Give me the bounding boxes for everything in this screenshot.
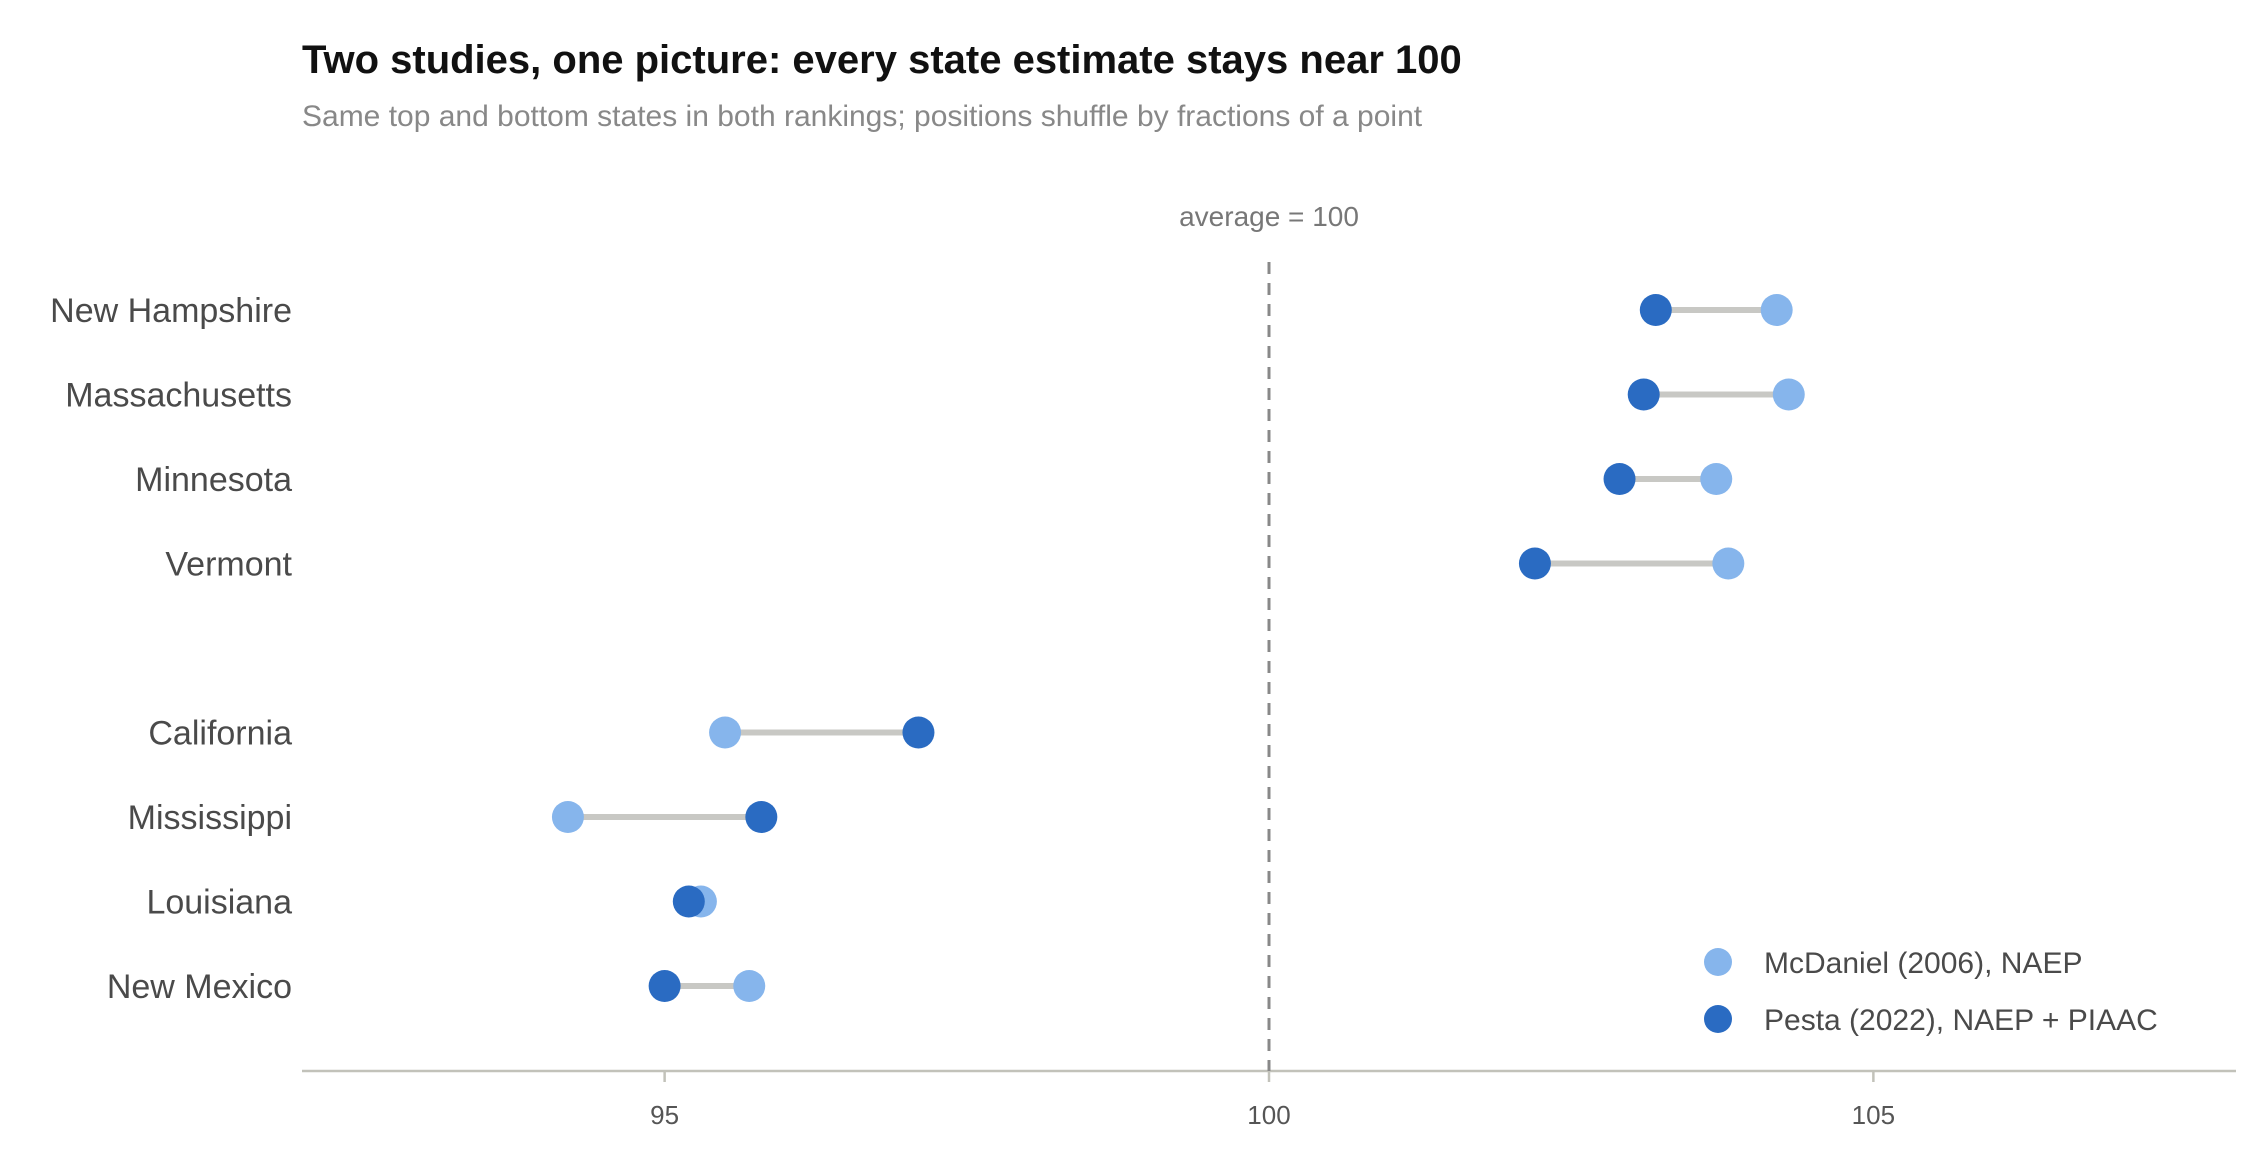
x-tick-label: 100 xyxy=(1247,1100,1290,1130)
category-label: Vermont xyxy=(165,546,292,584)
mcdaniel-point xyxy=(709,716,742,749)
mcdaniel-point xyxy=(1760,294,1793,326)
pesta-point xyxy=(1627,378,1660,411)
x-axis-ticks: 95 100 105 xyxy=(650,1071,1895,1130)
mcdaniel-point xyxy=(1712,547,1745,580)
pesta-point xyxy=(1639,294,1672,326)
mcdaniel-point xyxy=(1700,463,1733,495)
legend-label: Pesta (2022), NAEP + PIAAC xyxy=(1764,1004,2158,1037)
mcdaniel-point xyxy=(1772,378,1805,411)
data-points xyxy=(551,294,1805,1002)
connector-lines xyxy=(564,307,1792,989)
legend-marker xyxy=(1704,948,1732,976)
category-label: New Hampshire xyxy=(50,292,292,330)
legend-label: McDaniel (2006), NAEP xyxy=(1764,947,2082,980)
pesta-point xyxy=(648,970,681,1002)
category-label: Mississippi xyxy=(128,799,292,837)
category-label: Minnesota xyxy=(135,461,292,499)
chart-subtitle: Same top and bottom states in both ranki… xyxy=(302,100,1423,133)
pesta-point xyxy=(745,801,778,833)
pesta-point xyxy=(902,716,935,749)
chart-title: Two studies, one picture: every state es… xyxy=(302,38,1462,82)
pesta-point xyxy=(672,885,705,918)
category-label: California xyxy=(148,715,292,753)
pesta-point xyxy=(1518,547,1551,580)
category-label: Louisiana xyxy=(146,884,292,922)
legend-marker xyxy=(1704,1005,1732,1033)
category-label: Massachusetts xyxy=(65,377,292,415)
category-labels: New Hampshire Massachusetts Minnesota Vermo… xyxy=(50,292,292,1006)
legend: McDaniel (2006), NAEP Pesta (2022), NAEP … xyxy=(1704,947,2158,1037)
mcdaniel-point xyxy=(733,970,766,1002)
pesta-point xyxy=(1603,463,1636,495)
average-reference-label: average = 100 xyxy=(1179,201,1359,232)
x-tick-label: 105 xyxy=(1852,1100,1895,1130)
x-tick-label: 95 xyxy=(650,1100,679,1130)
category-label: New Mexico xyxy=(107,968,292,1006)
mcdaniel-point xyxy=(551,801,584,833)
